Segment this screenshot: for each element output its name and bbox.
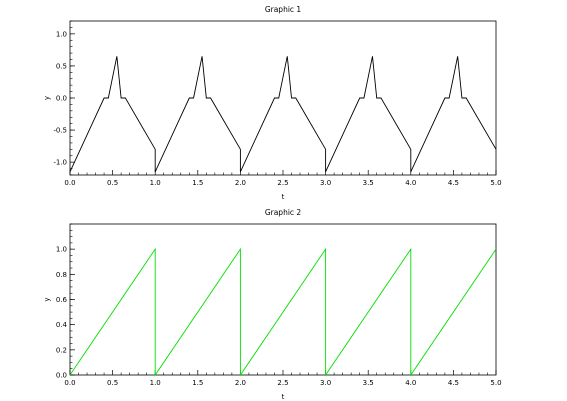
y-tick-label: 0.0: [56, 95, 67, 103]
x-tick-label: 3.0: [320, 179, 331, 187]
y-tick-label: 0.2: [56, 346, 67, 354]
x-tick-label: 1.5: [192, 379, 203, 387]
plot-frame: [69, 223, 497, 376]
x-tick-label: 5.0: [490, 179, 501, 187]
x-tick-label: 1.0: [150, 179, 161, 187]
y-tick-label: 1.0: [56, 30, 67, 38]
y-axis-label: y: [43, 297, 51, 301]
y-tick-label: 1.0: [56, 246, 67, 254]
x-tick-label: 3.5: [363, 179, 374, 187]
x-tick-label: 2.5: [277, 379, 288, 387]
series-line: [69, 247, 497, 377]
x-tick-label: 0.0: [64, 379, 75, 387]
x-tick-label: 0.5: [107, 179, 118, 187]
x-tick-label: 4.5: [448, 379, 459, 387]
y-tick-label: 0.0: [56, 372, 67, 380]
x-tick-label: 2.0: [235, 379, 246, 387]
x-axis-label: t: [282, 393, 285, 401]
y-tick-label: 0.4: [56, 321, 68, 329]
chart-title: Graphic 1: [265, 5, 302, 14]
x-axis-label: t: [282, 193, 285, 201]
x-tick-label: 3.0: [320, 379, 331, 387]
x-tick-label: 4.0: [405, 379, 416, 387]
x-tick-label: 0.5: [107, 379, 118, 387]
x-tick-label: 5.0: [490, 379, 501, 387]
plot-frame: [69, 20, 497, 176]
y-tick-label: -0.5: [53, 127, 67, 135]
x-tick-label: 3.5: [363, 379, 374, 387]
x-tick-label: 0.0: [64, 179, 75, 187]
x-tick-label: 4.5: [448, 179, 459, 187]
x-tick-label: 4.0: [405, 179, 416, 187]
y-tick-label: 0.6: [56, 296, 68, 304]
y-tick-label: 0.5: [56, 62, 67, 70]
y-tick-label: 0.8: [56, 271, 67, 279]
x-tick-label: 2.5: [277, 179, 288, 187]
x-tick-label: 2.0: [235, 179, 246, 187]
series-line: [69, 56, 497, 172]
chart-title: Graphic 2: [265, 208, 302, 217]
x-tick-label: 1.0: [150, 379, 161, 387]
y-axis-label: y: [43, 96, 51, 100]
x-tick-label: 1.5: [192, 179, 203, 187]
y-tick-label: -1.0: [53, 159, 67, 167]
